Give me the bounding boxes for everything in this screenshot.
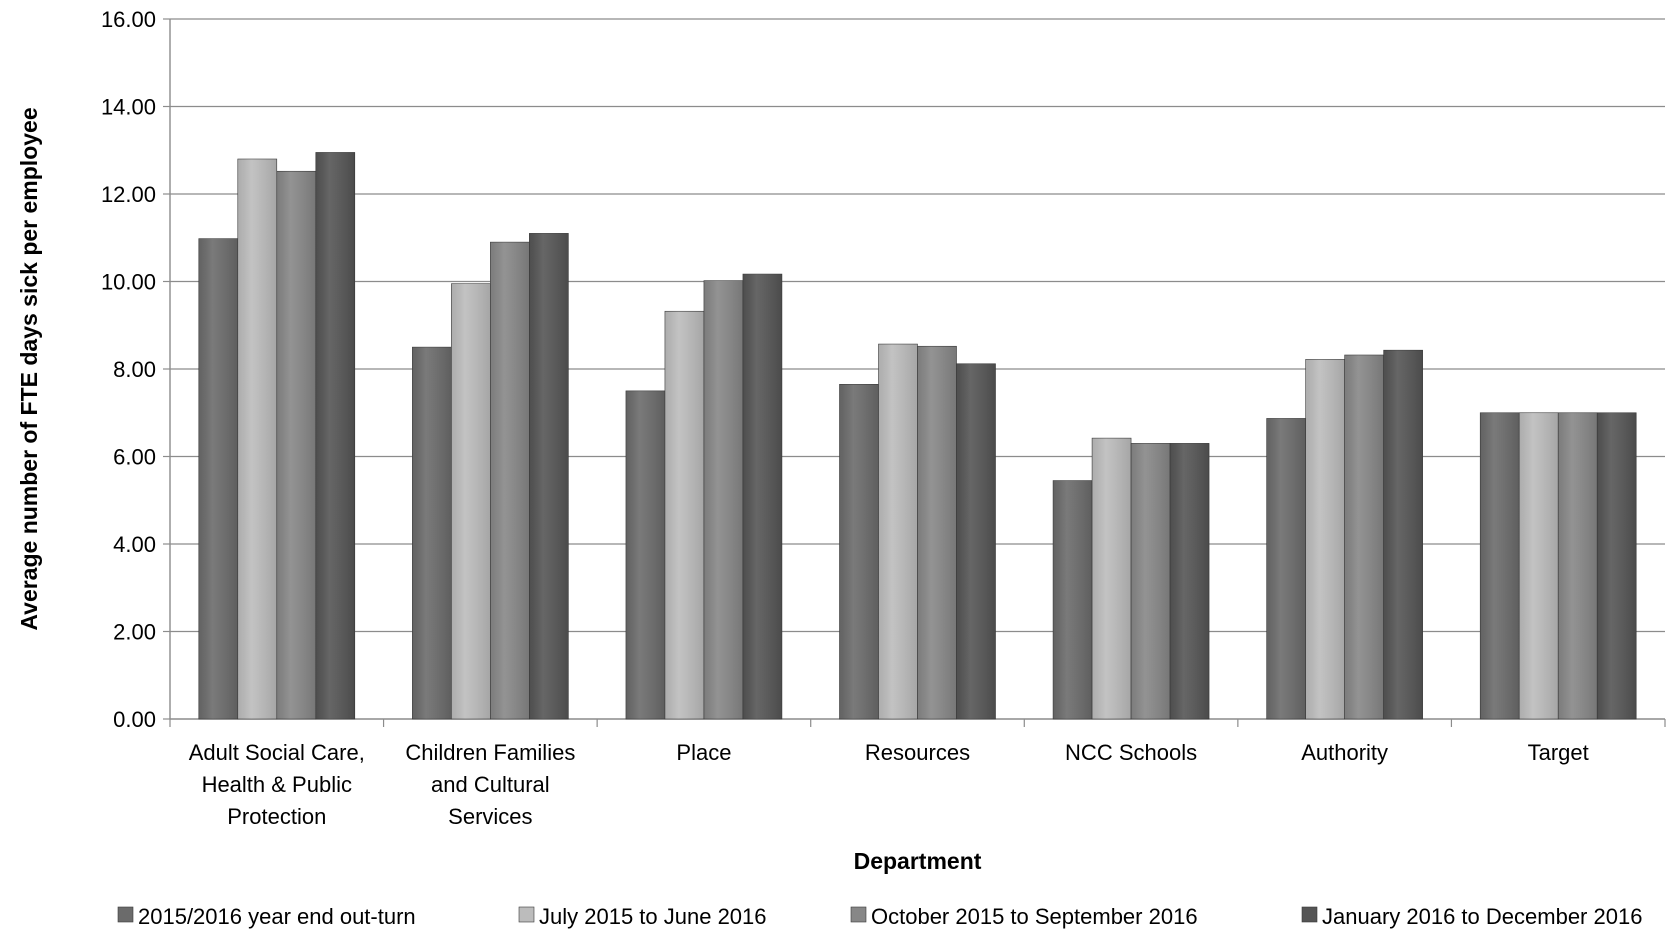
- bar-shading: [839, 384, 879, 719]
- bar-shading: [1558, 412, 1598, 719]
- y-tick-label: 0.00: [113, 707, 156, 732]
- bar-shading: [1305, 359, 1345, 719]
- legend-swatch: [117, 906, 134, 923]
- x-category-label: Children Families: [405, 740, 575, 765]
- x-category-label: Authority: [1301, 740, 1388, 765]
- bar-shading: [742, 274, 782, 719]
- x-category-label: Protection: [227, 804, 326, 829]
- bar-shading: [237, 159, 277, 719]
- x-category-label: Services: [448, 804, 532, 829]
- y-axis-title: Average number of FTE days sick per empl…: [16, 107, 42, 630]
- legend-swatch: [1301, 906, 1318, 923]
- bar-shading: [1597, 412, 1637, 719]
- bar-shading: [917, 346, 957, 719]
- y-tick-label: 4.00: [113, 532, 156, 557]
- bar-shading: [1131, 443, 1171, 719]
- x-category-labels: Adult Social Care, Health & Public Protect…: [189, 740, 1589, 829]
- x-axis-title: Department: [854, 848, 982, 874]
- bar-shading: [1383, 350, 1423, 719]
- y-tick-label: 14.00: [101, 95, 156, 120]
- x-category-label: Resources: [865, 740, 970, 765]
- bars: [198, 152, 1637, 720]
- bar-shading: [664, 311, 704, 719]
- x-category-label: Health & Public: [202, 772, 352, 797]
- bar-shading: [1480, 412, 1520, 719]
- legend-label: 2015/2016 year end out-turn: [138, 904, 416, 929]
- bar-shading: [625, 390, 665, 719]
- y-tick-label: 10.00: [101, 270, 156, 295]
- bar-shading: [490, 242, 530, 719]
- y-tick-label: 6.00: [113, 445, 156, 470]
- legend: 2015/2016 year end out-turn July 2015 to …: [117, 904, 1642, 929]
- legend-swatch: [850, 906, 867, 923]
- bar-shading: [703, 280, 743, 719]
- y-tick-label: 12.00: [101, 182, 156, 207]
- bar-shading: [1092, 438, 1132, 719]
- x-category-label: Target: [1528, 740, 1589, 765]
- bar-shading: [315, 152, 355, 719]
- legend-label: October 2015 to September 2016: [871, 904, 1198, 929]
- bar-shading: [878, 344, 918, 719]
- y-tick-labels: 0.00 2.00 4.00 6.00 8.00 10.00 12.00 14.00 16.00: [101, 7, 156, 732]
- x-category-label: Adult Social Care,: [189, 740, 365, 765]
- bar-shading: [956, 363, 996, 719]
- x-category-label: NCC Schools: [1065, 740, 1197, 765]
- legend-label: July 2015 to June 2016: [539, 904, 767, 929]
- legend-swatch: [518, 906, 535, 923]
- x-category-label: Place: [676, 740, 731, 765]
- legend-label: January 2016 to December 2016: [1322, 904, 1642, 929]
- bar-shading: [412, 347, 452, 719]
- y-tick-label: 16.00: [101, 7, 156, 32]
- x-category-label: and Cultural: [431, 772, 550, 797]
- bar-shading: [1170, 443, 1210, 719]
- bar-shading: [1519, 412, 1559, 719]
- bar-shading: [276, 171, 316, 719]
- bar-shading: [1344, 355, 1384, 719]
- bar-shading: [451, 283, 491, 719]
- y-tick-label: 8.00: [113, 357, 156, 382]
- bar-shading: [1053, 480, 1093, 719]
- y-tick-label: 2.00: [113, 620, 156, 645]
- bar-shading: [529, 233, 569, 719]
- bar-shading: [1266, 418, 1306, 719]
- bar-shading: [198, 238, 238, 719]
